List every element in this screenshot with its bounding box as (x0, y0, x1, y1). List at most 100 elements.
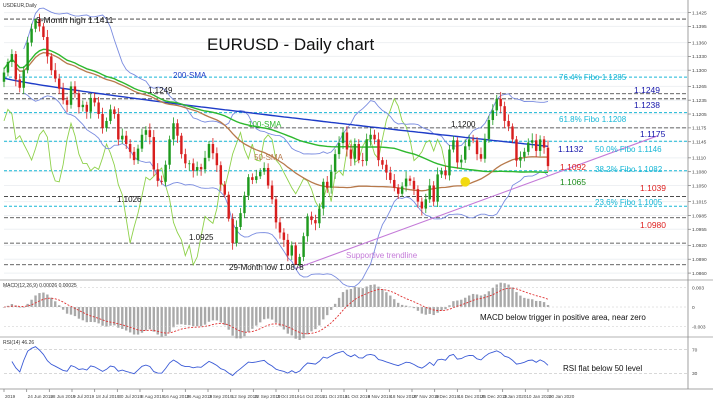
macd-histogram-bar (389, 295, 392, 307)
y-tick-label: 1.0920 (692, 243, 707, 249)
macd-histogram-bar (416, 307, 420, 311)
candle-body (18, 79, 21, 88)
macd-histogram-bar (22, 307, 25, 308)
annotation-50-sma: 50-SMA (254, 153, 284, 162)
candle-body (255, 176, 258, 180)
macd-histogram-bar (18, 307, 21, 308)
macd-histogram-bar (54, 301, 57, 307)
candle-body (523, 151, 526, 157)
x-tick-label: 25 Dec 2019 (481, 394, 507, 399)
macd-histogram-bar (440, 307, 443, 311)
macd-histogram-bar (2, 307, 6, 308)
candle-body (460, 159, 463, 163)
x-tick-label: 18 Jul 2019 (96, 394, 120, 399)
macd-histogram-bar (192, 307, 195, 327)
candle-body (270, 185, 274, 200)
candle-body (168, 139, 171, 165)
x-tick-label: 2019 (5, 394, 16, 399)
macd-histogram-bar (89, 307, 92, 322)
candle-body (50, 56, 53, 71)
macd-histogram-bar (203, 307, 207, 325)
candle-body (69, 86, 73, 105)
candle-body (251, 177, 254, 180)
symbol-label: USDEUR,Daily (3, 3, 37, 9)
macd-histogram-bar (333, 303, 337, 307)
macd-histogram-bar (69, 307, 73, 315)
macd-histogram-bar (290, 307, 293, 336)
macd-histogram-bar (34, 295, 37, 307)
y-tick-label: 1.1050 (692, 183, 707, 189)
macd-histogram-bar (499, 282, 502, 307)
candle-body (515, 139, 518, 161)
macd-histogram-bar (531, 299, 534, 307)
candle-body (278, 222, 282, 233)
candle-body (404, 178, 408, 187)
macd-histogram-bar (81, 307, 85, 321)
candle-body (511, 126, 514, 140)
candle-body (428, 185, 431, 200)
macd-histogram-bar (337, 297, 341, 307)
candle-body (2, 72, 6, 82)
candle-body (534, 140, 538, 151)
x-tick-label: 16 Aug 2019 (164, 394, 190, 399)
macd-histogram-bar (448, 305, 451, 307)
macd-histogram-bar (61, 307, 65, 310)
macd-histogram-bar (128, 307, 132, 333)
candle-body (77, 93, 81, 108)
x-tick-label: 16 Dec 2019 (458, 394, 484, 399)
macd-histogram-bar (10, 304, 14, 307)
candle-body (199, 167, 203, 170)
candle-body (361, 160, 364, 162)
fibo-label-61-8: 61.8% Fibo 1.1208 (559, 115, 627, 124)
macd-histogram-bar (219, 307, 222, 323)
x-tick-label: 24 Jun 2019 (28, 394, 54, 399)
macd-histogram-bar (125, 307, 128, 331)
macd-histogram-bar (397, 302, 400, 307)
pane-tick-label: 70 (692, 348, 698, 354)
candle-body (97, 102, 100, 115)
candle-body (412, 180, 416, 190)
candle-body (30, 28, 33, 43)
candle-body (274, 199, 278, 223)
macd-histogram-bar (491, 288, 494, 307)
macd-histogram-bar (393, 299, 396, 307)
candle-body (436, 174, 439, 202)
candle-body (400, 186, 404, 194)
macd-histogram-bar (349, 288, 353, 307)
candle-body (546, 147, 550, 167)
macd-histogram-bar (239, 307, 242, 339)
candle-body (160, 180, 163, 182)
y-tick-label: 1.1300 (692, 68, 707, 74)
candle-body (456, 140, 459, 163)
price-label-1-1132: 1.1132 (558, 144, 584, 154)
macd-histogram-bar (195, 307, 199, 327)
candle-body (298, 256, 301, 265)
x-tick-label: 9 Jul 2019 (73, 394, 95, 399)
price-label-1-1039: 1.1039 (640, 183, 666, 193)
x-tick-label: 10 Jan 2020 (526, 394, 552, 399)
annotation-1-1249: 1.1249 (148, 86, 173, 95)
candle-body (14, 54, 18, 80)
macd-histogram-bar (538, 301, 542, 307)
macd-histogram-bar (247, 307, 250, 333)
macd-histogram-bar (511, 287, 514, 307)
macd-histogram-bar (262, 307, 266, 320)
macd-histogram-bar (326, 307, 329, 316)
candle-body (54, 70, 57, 79)
y-tick-label: 1.0860 (692, 271, 707, 277)
macd-histogram-bar (259, 307, 262, 323)
y-tick-label: 1.1330 (692, 54, 707, 60)
x-tick-label: 28 Jun 2019 (50, 394, 76, 399)
annotation-3-month-high: 3-Month high 1.1411 (36, 15, 114, 25)
macd-histogram-bar (420, 307, 424, 314)
macd-signal-line (3, 287, 549, 335)
candle-body (121, 135, 124, 140)
candle-body (326, 181, 329, 188)
candle-body (101, 114, 104, 128)
macd-histogram-bar (487, 291, 491, 307)
candle-body (262, 167, 266, 172)
macd-histogram-bar (42, 292, 45, 307)
candle-body (282, 232, 286, 240)
macd-histogram-bar (365, 286, 368, 307)
